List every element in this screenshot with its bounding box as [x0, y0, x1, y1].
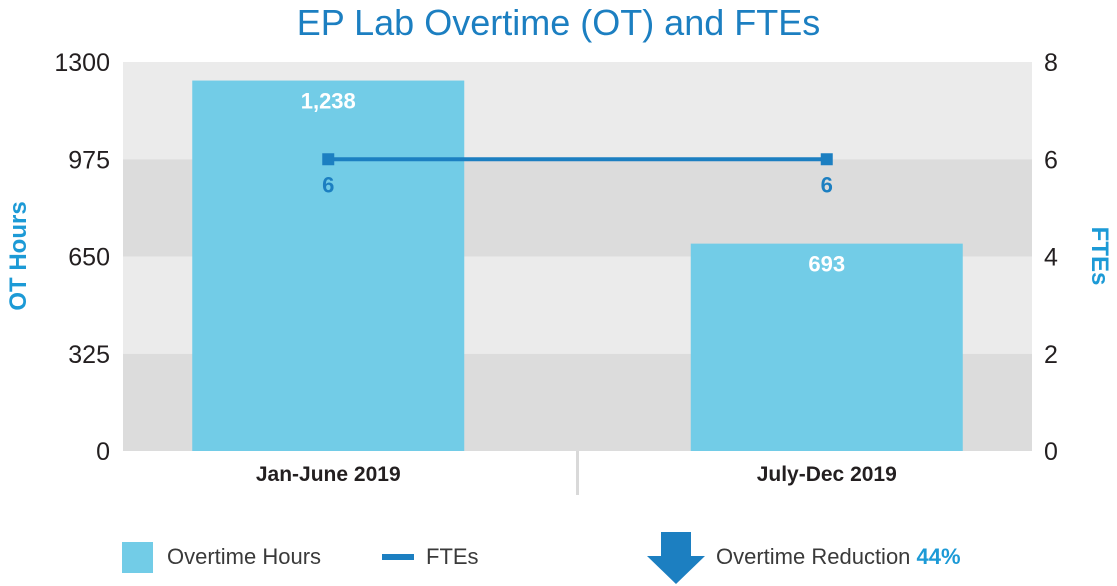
line-marker-ftes	[820, 153, 833, 166]
x-tick-label: July-Dec 2019	[757, 463, 897, 486]
overtime-reduction-label: Overtime Reduction	[716, 544, 911, 569]
left-y-tick-label: 975	[68, 146, 110, 174]
bar-data-label: 1,238	[301, 89, 356, 114]
right-y-tick-label: 0	[1044, 438, 1058, 466]
bar-overtime-hours	[690, 243, 963, 451]
right-y-tick-label: 4	[1044, 244, 1058, 272]
chart-title: EP Lab Overtime (OT) and FTEs	[296, 2, 821, 43]
down-arrow-icon	[647, 532, 705, 584]
legend-swatch-overtime-hours	[122, 542, 153, 573]
right-y-tick-label: 6	[1044, 146, 1058, 174]
right-axis-title: FTEs	[1086, 227, 1113, 286]
legend-label-overtime-hours: Overtime Hours	[167, 544, 322, 569]
left-axis-title: OT Hours	[5, 201, 32, 310]
line-marker-ftes	[322, 153, 335, 166]
left-y-tick-label: 0	[96, 438, 110, 466]
x-tick-label: Jan-June 2019	[256, 463, 401, 486]
left-y-tick-label: 650	[68, 244, 110, 272]
line-data-label: 6	[322, 172, 334, 197]
overtime-reduction-value: 44%	[916, 544, 961, 569]
line-data-label: 6	[821, 172, 833, 197]
overtime-reduction: Overtime Reduction 44%	[716, 544, 961, 570]
right-y-tick-label: 8	[1044, 49, 1058, 77]
right-y-tick-label: 2	[1044, 341, 1058, 369]
legend-label-ftes: FTEs	[426, 544, 479, 569]
legend-swatch-ftes	[382, 554, 414, 560]
bar-data-label: 693	[808, 252, 845, 277]
left-y-tick-label: 1300	[54, 49, 110, 77]
bar-overtime-hours	[192, 80, 465, 451]
left-y-tick-label: 325	[68, 341, 110, 369]
